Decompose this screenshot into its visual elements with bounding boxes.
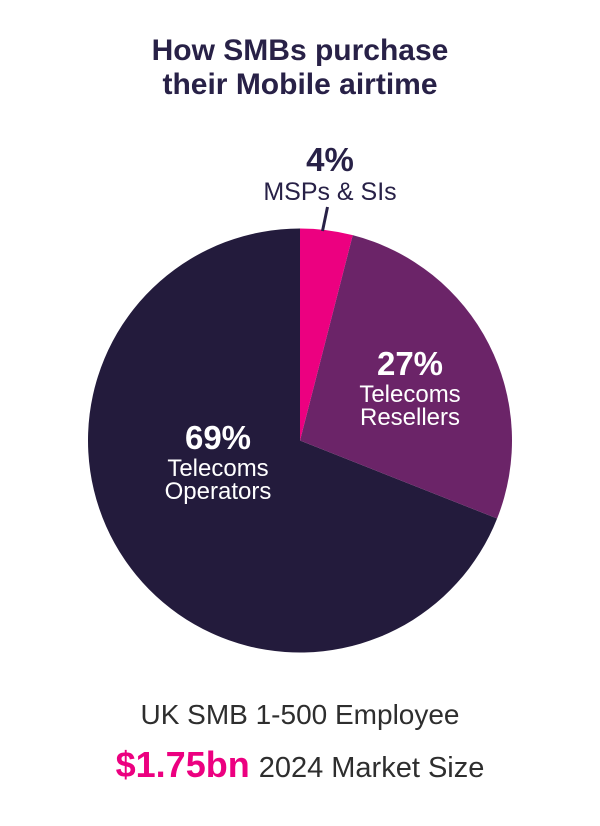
operators-percent: 69% bbox=[184, 419, 252, 456]
pie-slice-telecoms-operators bbox=[88, 228, 498, 653]
callout-percent: 4% bbox=[306, 141, 354, 178]
market-value: $1.75bn bbox=[115, 744, 250, 785]
footer-market-size: $1.75bn 2024 Market Size bbox=[0, 744, 600, 786]
slice-label-telecoms-resellers: 27% Telecoms Resellers bbox=[335, 345, 485, 431]
pie-slice-telecoms-resellers bbox=[300, 235, 512, 519]
slice-label-telecoms-operators: 69% Telecoms Operators bbox=[143, 419, 293, 505]
page-title: How SMBs purchase their Mobile airtime bbox=[0, 34, 600, 102]
footer-market-scope: UK SMB 1-500 Employee bbox=[140, 699, 460, 730]
resellers-percent: 27% bbox=[376, 345, 444, 382]
callout-leader-line bbox=[321, 206, 329, 232]
pie-slice-msps-sis bbox=[300, 228, 353, 441]
resellers-name: Telecoms Resellers bbox=[359, 381, 461, 431]
callout-msps-sis: 4% MSPs & SIs bbox=[263, 141, 397, 206]
page-title-text: How SMBs purchase their Mobile airtime bbox=[151, 34, 449, 101]
operators-name: Telecoms Operators bbox=[164, 455, 272, 505]
callout-label: MSPs & SIs bbox=[263, 177, 397, 206]
market-label: 2024 Market Size bbox=[258, 752, 485, 784]
